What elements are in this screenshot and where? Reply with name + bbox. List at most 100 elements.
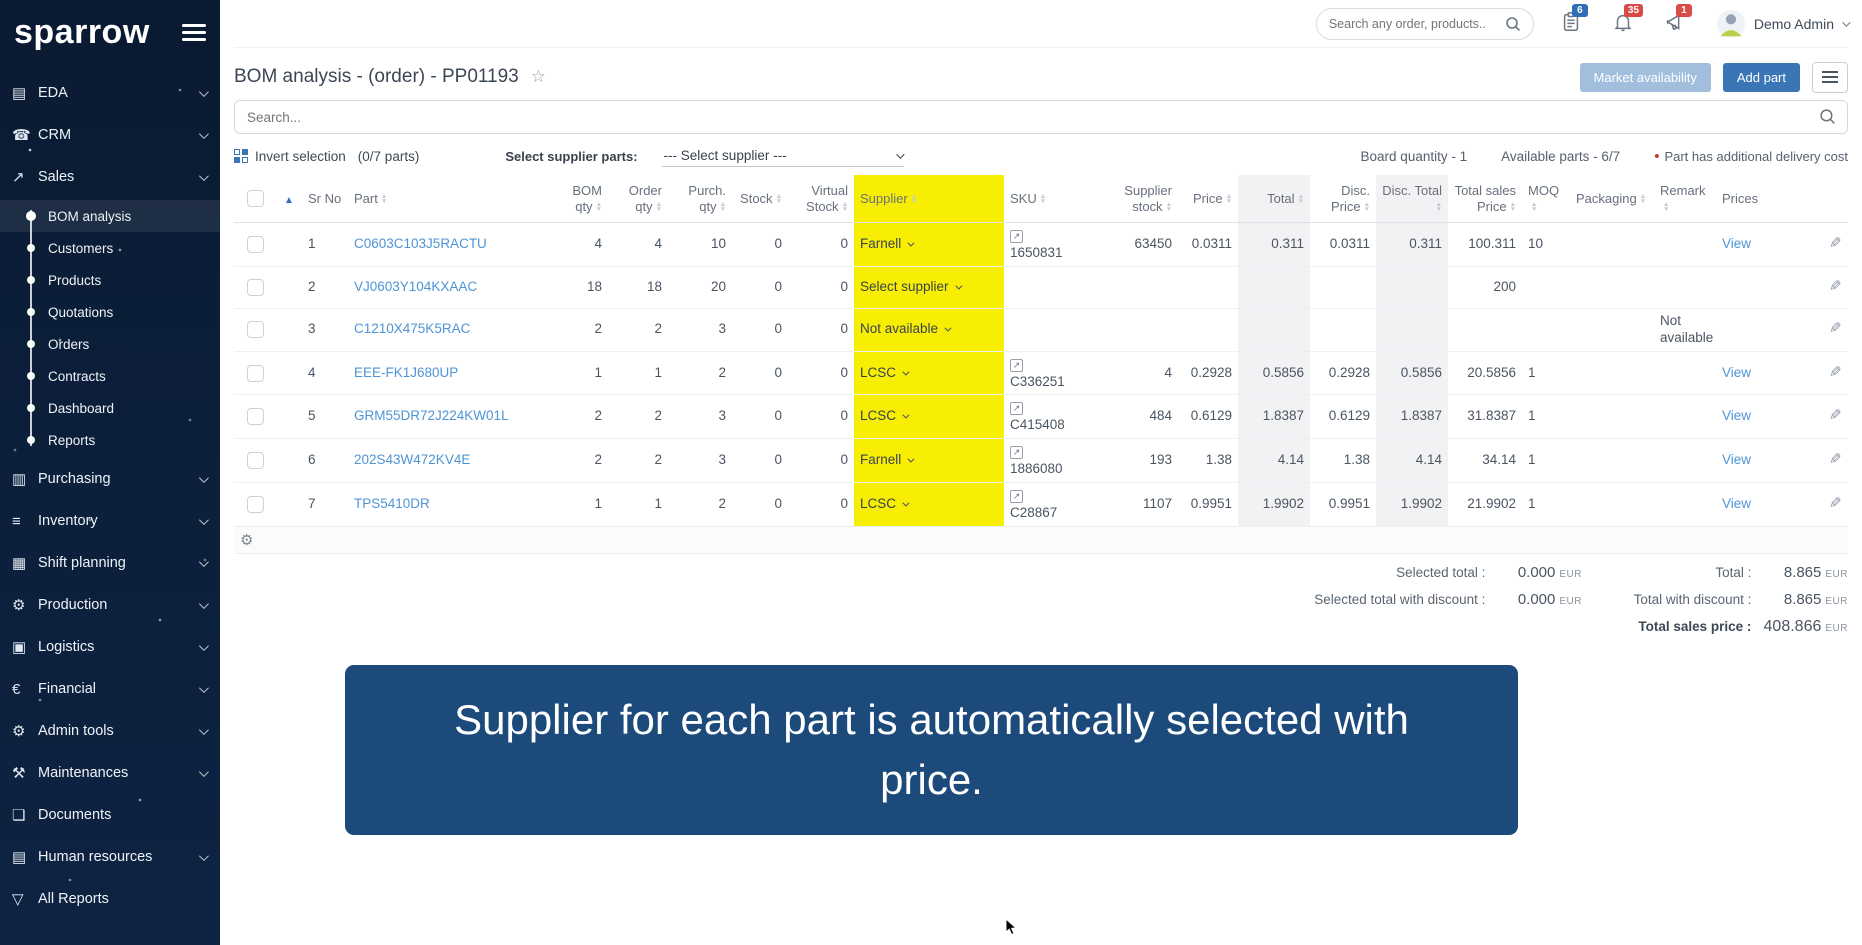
- col-header-total[interactable]: Total ▲ ▼: [1238, 175, 1310, 224]
- sidebar-item-label: Dashboard: [48, 400, 115, 416]
- part-link[interactable]: C0603C103J5RACTU: [354, 236, 487, 252]
- part-link[interactable]: 202S43W472KV4E: [354, 452, 471, 468]
- sidebar-item-purchasing[interactable]: ▥ Purchasing: [0, 458, 220, 500]
- edit-pencil-icon[interactable]: ✎: [1829, 363, 1842, 381]
- sidebar-item-production[interactable]: ⚙ Production: [0, 584, 220, 626]
- sidebar-item-shift-planning[interactable]: ▦ Shift planning: [0, 542, 220, 584]
- view-prices-link[interactable]: View: [1722, 236, 1752, 252]
- external-link-icon[interactable]: ↗: [1010, 489, 1023, 503]
- view-prices-link[interactable]: View: [1722, 452, 1752, 468]
- sidebar-item-logistics[interactable]: ▣ Logistics: [0, 626, 220, 668]
- supplier-dropdown[interactable]: Farnell: [860, 452, 998, 469]
- edit-pencil-icon[interactable]: ✎: [1829, 235, 1842, 253]
- sidebar-item-bom-analysis[interactable]: BOM analysis: [0, 200, 220, 232]
- supplier-dropdown[interactable]: Select supplier: [860, 279, 998, 296]
- col-header-supplier[interactable]: Supplier ▲ ▼: [854, 175, 1004, 224]
- col-header-vstock[interactable]: Virtual Stock ▲ ▼: [788, 175, 854, 224]
- row-checkbox[interactable]: [246, 278, 264, 296]
- col-header-packaging[interactable]: Packaging ▲ ▼: [1570, 175, 1654, 224]
- user-menu[interactable]: Demo Admin: [1716, 9, 1851, 39]
- external-link-icon[interactable]: ↗: [1010, 358, 1023, 372]
- col-header-tsp[interactable]: Total sales Price ▲ ▼: [1448, 175, 1522, 224]
- sidebar-item-contracts[interactable]: Contracts: [0, 360, 220, 392]
- sidebar-item-reports[interactable]: Reports: [0, 424, 220, 456]
- row-checkbox[interactable]: [246, 321, 264, 339]
- view-prices-link[interactable]: View: [1722, 408, 1752, 424]
- part-link[interactable]: VJ0603Y104KXAAC: [354, 279, 478, 294]
- cell-prices: [1716, 308, 1774, 352]
- sidebar-item-human-resources[interactable]: ▤ Human resources: [0, 836, 220, 878]
- sidebar-item-documents[interactable]: ❏ Documents: [0, 794, 220, 836]
- col-header-sku[interactable]: SKU ▲ ▼: [1004, 175, 1094, 224]
- global-search-input[interactable]: [1328, 16, 1505, 31]
- table-search-input[interactable]: [234, 100, 1848, 134]
- col-header-price[interactable]: Price ▲ ▼: [1178, 175, 1238, 224]
- chevron-down-icon: [198, 765, 209, 781]
- supplier-dropdown[interactable]: LCSC: [860, 365, 998, 382]
- sidebar-item-dashboard[interactable]: Dashboard: [0, 392, 220, 424]
- supplier-dropdown[interactable]: LCSC: [860, 408, 998, 425]
- sidebar-item-inventory[interactable]: ≡ Inventory: [0, 500, 220, 542]
- col-header-part[interactable]: Part ▲ ▼: [348, 175, 548, 224]
- favorite-star-icon[interactable]: ☆: [530, 67, 546, 86]
- row-checkbox[interactable]: [246, 236, 264, 254]
- market-availability-button[interactable]: Market availability: [1579, 62, 1711, 92]
- sidebar-item-all-reports[interactable]: ▽ All Reports: [0, 878, 220, 920]
- row-checkbox[interactable]: [246, 495, 264, 513]
- sidebar-item-orders[interactable]: Orders: [0, 328, 220, 360]
- supplier-dropdown[interactable]: LCSC: [860, 496, 998, 513]
- col-header-discprice[interactable]: Disc. Price ▲ ▼: [1310, 175, 1376, 224]
- edit-pencil-icon[interactable]: ✎: [1829, 278, 1842, 296]
- sidebar-item-sales[interactable]: ↗ Sales: [0, 156, 220, 198]
- edit-pencil-icon[interactable]: ✎: [1829, 320, 1842, 338]
- supplier-dropdown[interactable]: Not available: [860, 321, 998, 338]
- part-link[interactable]: TPS5410DR: [354, 495, 430, 511]
- sidebar-item-quotations[interactable]: Quotations: [0, 296, 220, 328]
- hamburger-icon[interactable]: [182, 20, 206, 45]
- col-header-bom[interactable]: BOM qty ▲ ▼: [548, 175, 608, 224]
- tasks-button[interactable]: 6: [1560, 3, 1588, 37]
- row-checkbox[interactable]: [246, 452, 264, 470]
- col-header-purch[interactable]: Purch. qty ▲ ▼: [668, 175, 732, 224]
- cell-stock: 0: [732, 308, 788, 352]
- sidebar-item-eda[interactable]: ▤ EDA: [0, 72, 220, 114]
- col-header-stock[interactable]: Stock ▲ ▼: [732, 175, 788, 224]
- view-prices-link[interactable]: View: [1722, 364, 1752, 380]
- sidebar-item-maintenances[interactable]: ⚒ Maintenances: [0, 752, 220, 794]
- external-link-icon[interactable]: ↗: [1010, 446, 1023, 460]
- external-link-icon[interactable]: ↗: [1010, 402, 1023, 416]
- sidebar-item-admin-tools[interactable]: ⚙ Admin tools: [0, 710, 220, 752]
- part-link[interactable]: GRM55DR72J224KW01L: [354, 408, 509, 424]
- sidebar-item-financial[interactable]: € Financial: [0, 668, 220, 710]
- gear-icon[interactable]: ⚙: [240, 531, 254, 549]
- table-menu-button[interactable]: [1812, 61, 1848, 93]
- row-checkbox[interactable]: [246, 364, 264, 382]
- edit-pencil-icon[interactable]: ✎: [1829, 451, 1842, 469]
- col-header-moq[interactable]: MOQ ▲ ▼: [1522, 175, 1570, 224]
- sort-icon: ▲ ▼: [1663, 201, 1670, 214]
- col-header-supstock[interactable]: Supplier stock ▲ ▼: [1094, 175, 1178, 224]
- col-header-remark[interactable]: Remark ▲ ▼: [1654, 175, 1716, 224]
- col-header-order[interactable]: Order qty ▲ ▼: [608, 175, 668, 224]
- row-checkbox[interactable]: [246, 408, 264, 426]
- add-part-button[interactable]: Add part: [1722, 62, 1800, 92]
- sidebar-item-customers[interactable]: Customers: [0, 232, 220, 264]
- edit-pencil-icon[interactable]: ✎: [1829, 494, 1842, 512]
- external-link-icon[interactable]: ↗: [1010, 230, 1023, 244]
- sidebar-item-products[interactable]: Products: [0, 264, 220, 296]
- view-prices-link[interactable]: View: [1722, 495, 1752, 511]
- part-link[interactable]: EEE-FK1J680UP: [354, 364, 459, 380]
- announcements-button[interactable]: 1: [1664, 3, 1692, 37]
- col-header-disctotal[interactable]: Disc. Total ▲ ▼: [1376, 175, 1448, 224]
- edit-pencil-icon[interactable]: ✎: [1829, 407, 1842, 425]
- global-search[interactable]: [1315, 7, 1534, 40]
- invert-selection-button[interactable]: Invert selection (0/7 parts): [234, 149, 419, 164]
- sidebar-item-crm[interactable]: ☎ CRM: [0, 114, 220, 156]
- notifications-button[interactable]: 35: [1612, 3, 1643, 37]
- supplier-dropdown[interactable]: Farnell: [860, 236, 998, 253]
- part-link[interactable]: C1210X475K5RAC: [354, 321, 471, 337]
- supplier-select[interactable]: --- Select supplier ---: [661, 145, 905, 167]
- sort-ascending-icon[interactable]: ▲: [284, 194, 294, 206]
- cell-part: C1210X475K5RAC: [348, 308, 548, 352]
- select-all-checkbox[interactable]: [246, 190, 264, 208]
